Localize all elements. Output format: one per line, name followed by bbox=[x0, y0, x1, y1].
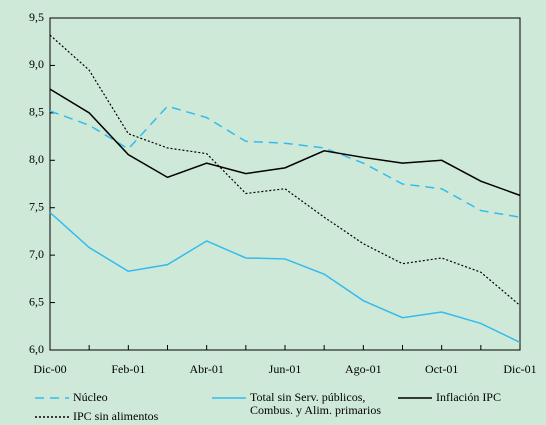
y-tick-label: 8,0 bbox=[29, 152, 44, 166]
x-tick-label: Oct-01 bbox=[425, 362, 458, 376]
legend-item: Inflación IPC bbox=[398, 391, 538, 404]
x-tick-label: Abr-01 bbox=[189, 362, 223, 376]
legend-swatch bbox=[212, 397, 246, 399]
legend-swatch bbox=[398, 397, 432, 399]
series-line bbox=[49, 34, 521, 306]
chart: 6,0 6,5 7,0 7,5 8,0 8,5 9,0 9,5 Dic-00 Feb-01 Abr-… bbox=[29, 10, 537, 376]
plot-frame bbox=[49, 17, 521, 351]
x-tick-label: Jun-01 bbox=[269, 362, 302, 376]
y-tick-label: 6,0 bbox=[29, 342, 44, 356]
y-tick-label: 6,5 bbox=[29, 294, 44, 308]
x-tick-label: Ago-01 bbox=[345, 362, 382, 376]
x-tick-label: Feb-01 bbox=[111, 362, 145, 376]
x-tick-label: Dic-00 bbox=[33, 362, 66, 376]
legend-label: Total sin Serv. públicos, Combus. y Alim… bbox=[250, 390, 382, 417]
y-tick-label: 8,5 bbox=[29, 105, 44, 119]
y-tick-label: 9,0 bbox=[29, 57, 44, 71]
series-line bbox=[49, 211, 521, 344]
y-tick-label: 9,5 bbox=[29, 10, 44, 24]
legend-label: Inflación IPC bbox=[436, 390, 501, 404]
x-tick-label: Dic-01 bbox=[503, 362, 536, 376]
y-tick-label: 7,5 bbox=[29, 199, 44, 213]
legend-label: Núcleo bbox=[73, 390, 108, 404]
legend-label: IPC sin alimentos bbox=[73, 409, 159, 423]
series-line bbox=[49, 88, 521, 197]
legend-swatch bbox=[35, 397, 69, 399]
y-tick-label: 7,0 bbox=[29, 247, 44, 261]
legend-item: Núcleo bbox=[35, 391, 175, 404]
series-line bbox=[49, 105, 521, 218]
legend-swatch bbox=[35, 416, 69, 418]
legend-item: IPC sin alimentos bbox=[35, 410, 195, 423]
legend-item: Total sin Serv. públicos, Combus. y Alim… bbox=[212, 391, 392, 417]
